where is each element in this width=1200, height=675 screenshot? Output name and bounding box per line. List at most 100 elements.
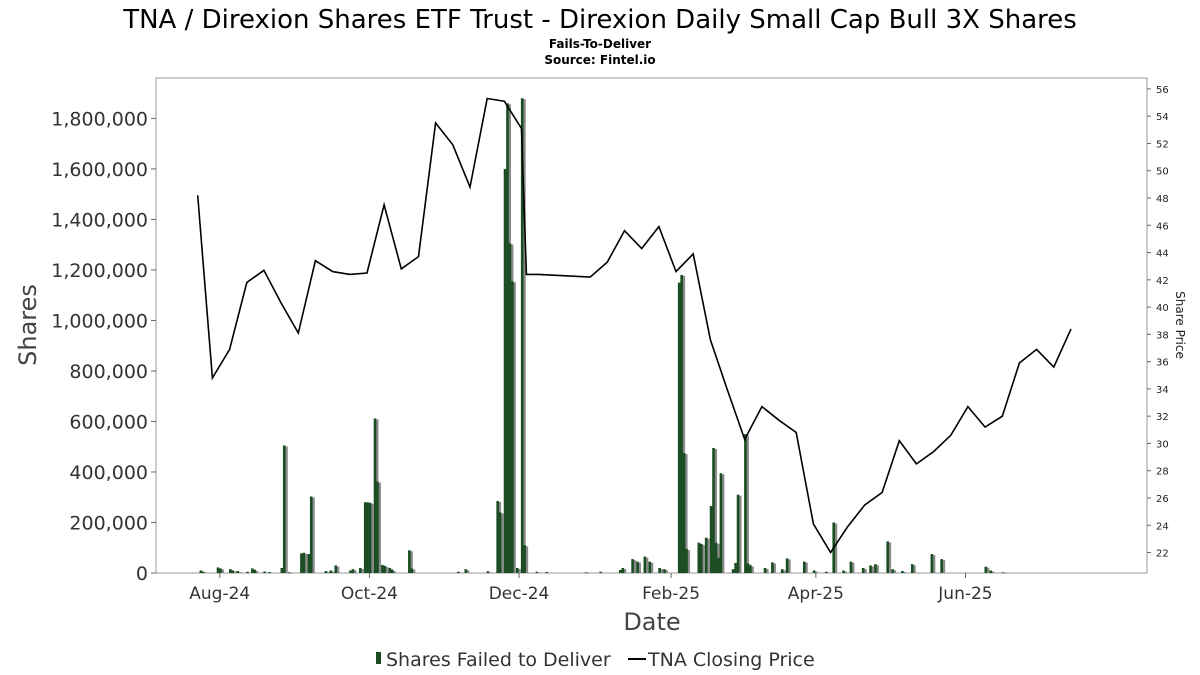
- ftd-bar-shadow: [238, 571, 242, 573]
- ftd-bar: [228, 569, 232, 573]
- ftd-bar: [351, 569, 355, 573]
- ftd-bar-shadow: [255, 570, 259, 573]
- ftd-bar: [383, 565, 387, 573]
- ftd-bar-shadow: [361, 568, 364, 573]
- ftd-bar: [704, 537, 708, 573]
- y2-axis-title: Share Price: [1173, 291, 1187, 359]
- ftd-bar: [719, 473, 723, 573]
- ftd-bar: [368, 502, 372, 573]
- ftd-bar-shadow: [265, 572, 269, 573]
- right-tick-label: 54: [1156, 112, 1169, 123]
- ftd-bar: [785, 558, 789, 573]
- ftd-bar: [535, 571, 539, 573]
- plot-area: [155, 77, 1148, 574]
- ftd-bar-shadow: [702, 544, 705, 573]
- ftd-bar-shadow: [851, 562, 855, 573]
- right-axis: 22 24 26 28 30 32 34 36 38 40 42 44 46 48 50 52 54 56: [1147, 85, 1169, 560]
- ftd-bar-shadow: [304, 553, 308, 573]
- ftd-bar-shadow: [714, 448, 718, 573]
- ftd-bar-shadow: [601, 572, 605, 574]
- ftd-bar: [287, 572, 291, 573]
- right-tick-label: 26: [1156, 494, 1169, 505]
- ftd-bar: [309, 496, 313, 573]
- ftd-bar-shadow: [751, 566, 754, 573]
- ftd-bar-shadow: [827, 572, 830, 574]
- left-axis: 0 200,000 400,000 600,000 800,000 1,000,000 1,…: [51, 108, 156, 585]
- ftd-bar-shadow: [805, 562, 808, 573]
- ftd-bar: [869, 565, 872, 573]
- ftd-bar-shadow: [547, 572, 551, 574]
- ftd-bar: [231, 570, 235, 573]
- left-tick-label: 600,000: [69, 411, 148, 433]
- left-tick-label: 1,400,000: [51, 209, 148, 231]
- ftd-bar-shadow: [633, 560, 637, 573]
- ftd-bar: [682, 453, 686, 573]
- right-tick-label: 44: [1156, 249, 1169, 260]
- ftd-bar-shadow: [991, 571, 995, 573]
- ftd-bar: [648, 561, 652, 573]
- ftd-bar: [736, 494, 740, 573]
- ftd-bar-shadow: [248, 572, 251, 574]
- left-tick-label: 400,000: [69, 462, 148, 484]
- ftd-bar-shadow: [270, 572, 274, 574]
- ftd-bar: [812, 570, 816, 573]
- ftd-bar: [464, 569, 468, 573]
- ftd-bar-shadow: [913, 565, 916, 573]
- ftd-bar: [984, 566, 988, 573]
- ftd-bar: [874, 564, 877, 573]
- ftd-bar-shadow: [393, 570, 396, 573]
- bottom-tick-label: Apr-25: [788, 584, 844, 604]
- ftd-bar: [680, 274, 683, 573]
- right-tick-label: 36: [1156, 358, 1169, 369]
- ftd-bar: [381, 564, 384, 573]
- ftd-bar-shadow: [738, 495, 742, 573]
- right-tick-label: 38: [1156, 330, 1169, 341]
- ftd-bar: [763, 567, 767, 573]
- bottom-tick-label: Oct-24: [341, 584, 398, 604]
- left-tick-label: 1,600,000: [51, 159, 148, 181]
- ftd-bar: [712, 447, 715, 573]
- ftd-bar: [658, 567, 661, 573]
- ftd-bar-shadow: [525, 546, 529, 573]
- ftd-bar-shadow: [942, 560, 946, 573]
- left-tick-label: 1,800,000: [51, 108, 148, 130]
- ftd-bar: [717, 557, 720, 573]
- x-axis-title: Date: [623, 608, 680, 636]
- legend-swatch-ftd: [376, 652, 381, 664]
- ftd-bar-shadow: [986, 567, 990, 573]
- ftd-bar-shadow: [903, 571, 906, 573]
- ftd-bar-shadow: [788, 559, 791, 573]
- ftd-bar-shadow: [336, 566, 340, 573]
- ftd-bar-shadow: [665, 570, 668, 573]
- left-tick-label: 1,200,000: [51, 260, 148, 282]
- ftd-bar-shadow: [353, 570, 357, 573]
- right-tick-label: 22: [1156, 549, 1169, 560]
- ftd-bar: [511, 281, 514, 573]
- ftd-bar: [697, 542, 701, 573]
- ftd-bar: [636, 561, 639, 573]
- ftd-bar: [373, 418, 377, 573]
- ftd-bar-shadow: [488, 572, 492, 573]
- ftd-bar-shadow: [773, 563, 776, 573]
- ftd-bar-shadow: [523, 99, 526, 574]
- ftd-bar: [199, 570, 203, 573]
- legend-label-ftd: Shares Failed to Deliver: [386, 649, 611, 671]
- left-tick-label: 200,000: [69, 512, 148, 534]
- ftd-bar-shadow: [684, 454, 688, 573]
- chart-title: TNA / Direxion Shares ETF Trust - Direxi…: [122, 5, 1077, 35]
- ftd-bar: [410, 568, 414, 573]
- ftd-bar-shadow: [410, 551, 413, 573]
- ftd-bar: [408, 550, 411, 573]
- ftd-bar: [236, 570, 239, 573]
- ftd-bar-shadow: [746, 435, 749, 573]
- ftd-bar-shadow: [645, 557, 649, 573]
- ftd-bar: [621, 567, 625, 573]
- ftd-bar-shadow: [518, 568, 521, 573]
- right-tick-label: 42: [1156, 276, 1169, 287]
- ftd-bar: [584, 572, 588, 573]
- bottom-tick-label: Dec-24: [489, 584, 550, 604]
- ftd-bar: [349, 570, 352, 573]
- ftd-bar: [619, 569, 622, 573]
- ftd-bar: [329, 570, 333, 573]
